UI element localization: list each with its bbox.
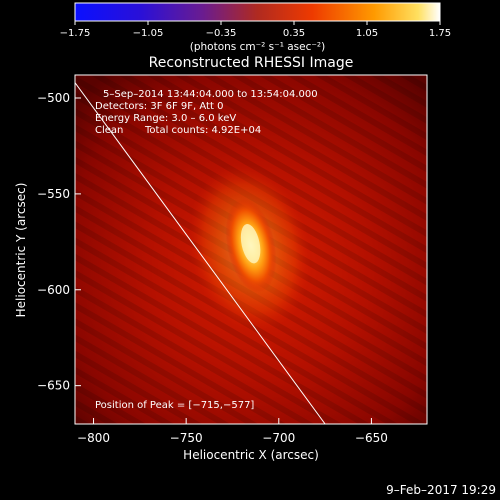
colorbar-tick-label: −1.75 xyxy=(60,28,91,39)
colorbar xyxy=(74,2,441,22)
y-tick-label: −650 xyxy=(37,379,70,393)
chart-title: Reconstructed RHESSI Image xyxy=(149,55,354,71)
colorbar-tick-label: −1.05 xyxy=(133,28,164,39)
x-tick-label: −800 xyxy=(77,431,110,445)
annotation-peak-position: Position of Peak = [−715,−577] xyxy=(95,400,254,411)
x-axis-ticks: −800 −750 −700 −650 xyxy=(77,418,388,445)
colorbar-tick-label: 1.75 xyxy=(429,28,451,39)
colorbar-tick-label: 0.35 xyxy=(283,28,305,39)
plot-frame xyxy=(74,74,428,425)
solar-limb-line xyxy=(75,82,326,424)
x-axis-label: Heliocentric X (arcsec) xyxy=(183,448,319,462)
y-axis-label: Heliocentric Y (arcsec) xyxy=(14,183,28,318)
annotation-time-range: 5–Sep–2014 13:44:04.000 to 13:54:04.000 xyxy=(103,89,318,100)
source-peak xyxy=(240,224,261,264)
y-tick-label: −500 xyxy=(37,91,70,105)
annotation-detectors: Detectors: 3F 6F 9F, Att 0 xyxy=(95,101,223,112)
image-area xyxy=(75,75,427,424)
annotation-total-counts: Total counts: 4.92E+04 xyxy=(144,125,261,136)
y-tick-label: −600 xyxy=(37,283,70,297)
colorbar-tick-label: 1.05 xyxy=(356,28,378,39)
colorbar-unit-label: (photons cm⁻² s⁻¹ asec⁻²) xyxy=(190,41,325,53)
annotation-energy: Energy Range: 3.0 – 6.0 keV xyxy=(95,113,236,124)
heatmap-source xyxy=(188,163,311,333)
y-tick-label: −550 xyxy=(37,187,70,201)
y-axis-ticks: −500 −550 −600 −650 xyxy=(37,91,81,393)
colorbar-tick-label: −0.35 xyxy=(206,28,237,39)
colorbar-ticks: −1.75 −1.05 −0.35 0.35 1.05 1.75 xyxy=(60,21,451,39)
footer-date: 9–Feb–2017 19:29 xyxy=(386,483,496,497)
annotation-clean: Clean xyxy=(95,125,123,136)
x-tick-label: −750 xyxy=(170,431,203,445)
x-tick-label: −700 xyxy=(262,431,295,445)
x-tick-label: −650 xyxy=(355,431,388,445)
